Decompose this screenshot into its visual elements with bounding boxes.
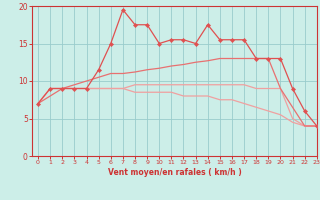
X-axis label: Vent moyen/en rafales ( km/h ): Vent moyen/en rafales ( km/h ) xyxy=(108,168,241,177)
